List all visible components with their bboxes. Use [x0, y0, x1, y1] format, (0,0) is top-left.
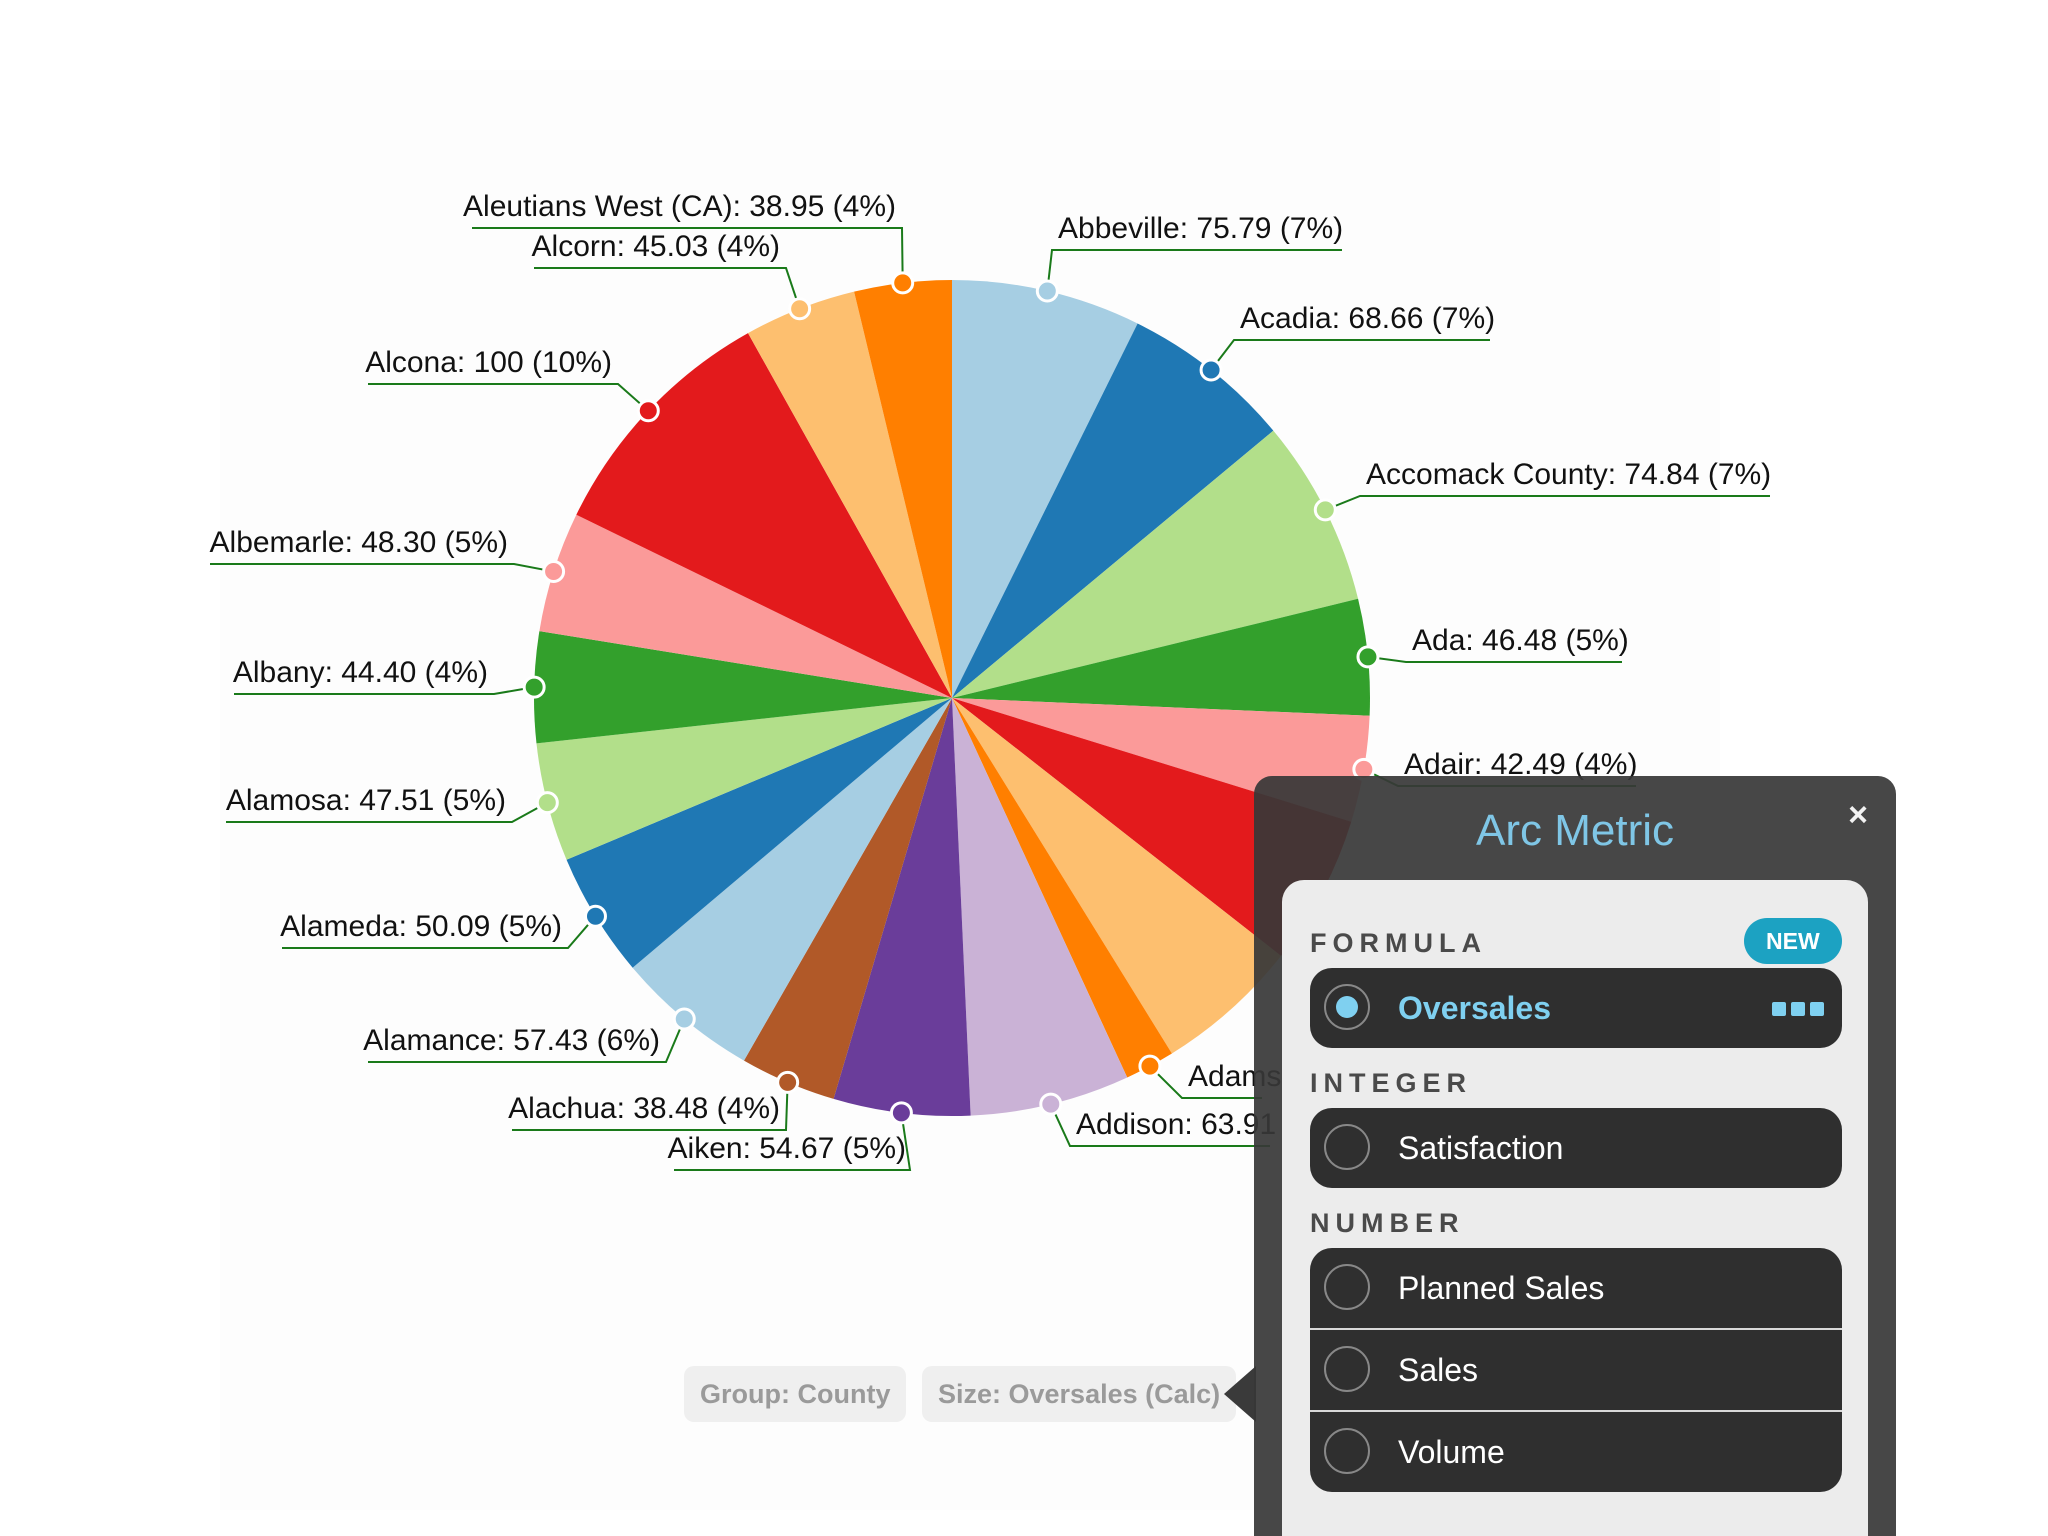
radio-selected-icon[interactable] — [1324, 984, 1370, 1030]
option-planned-sales[interactable]: Planned Sales — [1310, 1248, 1842, 1328]
slice-label: Accomack County: 74.84 (7%) — [1366, 458, 1771, 491]
slice-label: Abbeville: 75.79 (7%) — [1058, 212, 1343, 245]
option-volume[interactable]: Volume — [1310, 1410, 1842, 1492]
new-badge: NEW — [1744, 918, 1842, 964]
option-label: Sales — [1398, 1352, 1479, 1388]
label-leader-line — [234, 686, 535, 695]
pie-slice[interactable] — [748, 291, 952, 698]
pie-slice[interactable] — [566, 698, 952, 968]
size-chip[interactable]: Size: Oversales (Calc) — [922, 1366, 1237, 1422]
slice-label: Ada: 46.48 (5%) — [1412, 624, 1629, 657]
slice-label: Alameda: 50.09 (5%) — [280, 910, 562, 943]
integer-options: Satisfaction — [1310, 1108, 1842, 1188]
slice-marker[interactable] — [1138, 1054, 1162, 1078]
group-chip[interactable]: Group: County — [684, 1366, 907, 1422]
slice-label: Alamosa: 47.51 (5%) — [226, 784, 506, 817]
slice-marker[interactable] — [889, 1101, 913, 1125]
section-label-number: NUMBER — [1310, 1208, 1465, 1238]
slice-marker[interactable] — [1356, 645, 1380, 669]
slice-label: Albemarle: 48.30 (5%) — [210, 526, 508, 559]
pie-slice[interactable] — [576, 333, 952, 698]
pie-slice[interactable] — [743, 698, 952, 1099]
slice-marker[interactable] — [672, 1007, 696, 1031]
slice-label: Acadia: 68.66 (7%) — [1240, 302, 1495, 335]
section-label-integer: INTEGER — [1310, 1068, 1473, 1098]
label-leader-line — [1149, 1065, 1262, 1099]
label-leader-line — [368, 1018, 686, 1063]
label-leader-line — [210, 563, 554, 573]
metric-panel: FORMULA NEW Oversales INTEGER Satisfacti… — [1282, 880, 1868, 1536]
slice-marker[interactable] — [535, 791, 559, 815]
radio-icon[interactable] — [1324, 1124, 1370, 1170]
pie-slice[interactable] — [952, 280, 1138, 698]
option-label: Satisfaction — [1398, 1130, 1564, 1166]
label-leader-line — [472, 227, 904, 283]
option-oversales[interactable]: Oversales — [1310, 968, 1842, 1048]
slice-marker[interactable] — [776, 1070, 800, 1094]
slice-label: Alamance: 57.43 (6%) — [363, 1024, 660, 1057]
pie-slice[interactable] — [536, 698, 952, 860]
label-leader-line — [1049, 1103, 1270, 1147]
slice-label: Alcorn: 45.03 (4%) — [532, 230, 780, 263]
slice-label: Alachua: 38.48 (4%) — [508, 1092, 780, 1125]
slice-marker[interactable] — [1039, 1092, 1063, 1116]
label-leader-line — [1210, 339, 1490, 371]
slice-label: Aleutians West (CA): 38.95 (4%) — [463, 190, 896, 223]
section-label-formula: FORMULA — [1310, 928, 1487, 958]
pie-slice[interactable] — [632, 698, 952, 1061]
pie-slice[interactable] — [539, 514, 952, 698]
slice-marker[interactable] — [1035, 279, 1059, 303]
label-leader-line — [674, 1112, 912, 1171]
pie-slice[interactable] — [952, 698, 1128, 1116]
pie-slice[interactable] — [952, 323, 1274, 698]
pie-slice[interactable] — [952, 430, 1359, 698]
label-leader-line — [1046, 249, 1342, 292]
close-icon[interactable]: × — [1848, 796, 1868, 834]
label-leader-line — [534, 267, 801, 310]
number-options: Planned Sales Sales Volume — [1310, 1248, 1842, 1492]
radio-icon[interactable] — [1324, 1428, 1370, 1474]
label-leader-line — [512, 1082, 789, 1131]
pie-slice[interactable] — [833, 698, 971, 1117]
pie-slice[interactable] — [952, 698, 1172, 1078]
slice-label: Addison: 63.91 — [1076, 1108, 1276, 1141]
pie-slice[interactable] — [854, 280, 952, 698]
slice-label: Adair: 42.49 (4%) — [1404, 748, 1637, 781]
label-leader-line — [368, 383, 649, 412]
slice-marker[interactable] — [891, 271, 915, 295]
pie-slice[interactable] — [952, 698, 1352, 956]
pie-slice[interactable] — [952, 598, 1370, 716]
label-leader-line — [282, 915, 597, 949]
pie-slice[interactable] — [952, 698, 1281, 1054]
slice-marker[interactable] — [542, 560, 566, 584]
slice-marker[interactable] — [1199, 358, 1223, 382]
popup-title: Arc Metric — [1476, 806, 1674, 855]
slice-marker[interactable] — [636, 399, 660, 423]
slice-label: Aiken: 54.67 (5%) — [668, 1132, 906, 1165]
radio-icon[interactable] — [1324, 1346, 1370, 1392]
option-label: Planned Sales — [1398, 1270, 1605, 1306]
option-label: Oversales — [1398, 990, 1552, 1026]
slice-marker[interactable] — [788, 297, 812, 321]
option-sales[interactable]: Sales — [1310, 1328, 1842, 1410]
label-leader-line — [1324, 495, 1770, 511]
slice-marker[interactable] — [522, 675, 546, 699]
radio-icon[interactable] — [1324, 1264, 1370, 1310]
slice-label: Alcona: 100 (10%) — [365, 346, 612, 379]
slice-marker[interactable] — [583, 904, 607, 928]
slice-label: Albany: 44.40 (4%) — [233, 656, 488, 689]
arc-metric-popup: Arc Metric × FORMULA NEW Oversales INTEG… — [1254, 776, 1896, 1536]
more-options-icon[interactable] — [1767, 1002, 1824, 1016]
slice-marker[interactable] — [1313, 498, 1337, 522]
label-leader-line — [226, 801, 548, 823]
label-leader-line — [1367, 655, 1622, 663]
pie-slice[interactable] — [534, 631, 952, 744]
popup-pointer — [1224, 1366, 1256, 1422]
option-satisfaction[interactable]: Satisfaction — [1310, 1108, 1842, 1188]
option-label: Volume — [1398, 1434, 1505, 1470]
formula-options: Oversales — [1310, 968, 1842, 1048]
